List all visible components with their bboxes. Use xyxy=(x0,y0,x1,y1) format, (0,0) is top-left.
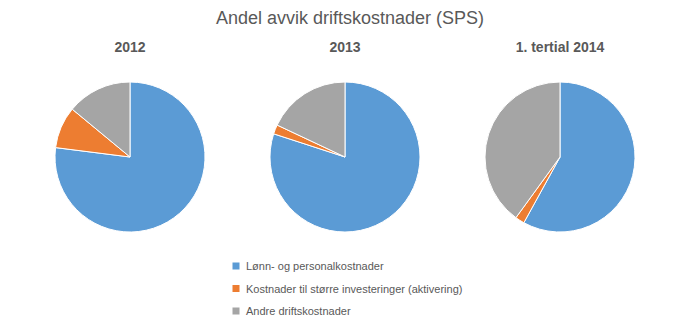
pie-title: 2013 xyxy=(329,39,360,55)
pie: 2012 xyxy=(55,39,205,232)
pie-slice xyxy=(277,82,345,157)
legend: Lønn- og personalkostnader Kostnader til … xyxy=(233,260,463,317)
pie-slice xyxy=(485,82,560,218)
legend-label: Lønn- og personalkostnader xyxy=(246,260,384,272)
legend-label: Kostnader til større investeringer (akti… xyxy=(246,283,462,295)
chart-title: Andel avvik driftskostnader (SPS) xyxy=(216,8,484,28)
pie: 1. tertial 2014 xyxy=(485,39,635,232)
pie: 2013 xyxy=(270,39,420,232)
legend-marker xyxy=(233,285,240,292)
legend-marker xyxy=(233,308,240,315)
chart-container: Andel avvik driftskostnader (SPS) 2012 201… xyxy=(0,0,700,336)
pie-title: 1. tertial 2014 xyxy=(516,39,605,55)
chart-svg: Andel avvik driftskostnader (SPS) 2012 201… xyxy=(0,0,700,336)
pie-slice xyxy=(270,82,420,232)
legend-label: Andre driftskostnader xyxy=(246,305,351,317)
legend-marker xyxy=(233,263,240,270)
pie-slice xyxy=(55,82,205,232)
pie-title: 2012 xyxy=(114,39,145,55)
pie-slice xyxy=(72,82,130,157)
